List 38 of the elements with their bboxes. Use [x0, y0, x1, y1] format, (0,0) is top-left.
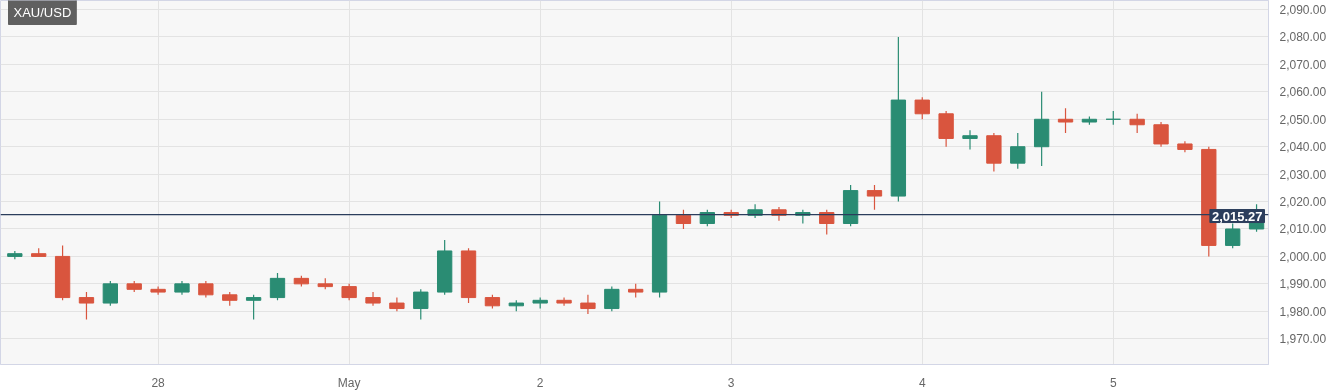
y-tick-label: 2,040.00: [1279, 140, 1327, 155]
chart-title: XAU/USD: [13, 4, 72, 20]
y-tick-label: 1,990.00: [1279, 277, 1327, 292]
candlestick: [1153, 121, 1169, 148]
x-tick-label: 5: [1109, 375, 1117, 390]
ref-line-label: 2,015.27: [1211, 208, 1263, 224]
candlestick: [604, 286, 620, 312]
candlestick: [914, 96, 930, 120]
y-tick-label: 2,080.00: [1279, 30, 1327, 45]
y-tick-label: 2,030.00: [1279, 167, 1327, 182]
y-tick-label: 2,020.00: [1279, 195, 1327, 210]
candlestick: [580, 294, 596, 315]
candlestick: [413, 288, 429, 321]
y-tick-label: 2,000.00: [1279, 249, 1327, 264]
candlestick: [78, 291, 95, 321]
candlestick: [866, 184, 883, 211]
y-tick-label: 2,010.00: [1279, 222, 1327, 237]
y-tick-label: 2,060.00: [1279, 85, 1327, 100]
candlestick: [819, 209, 835, 236]
candlestick: [1057, 107, 1074, 134]
y-tick-label: 2,050.00: [1279, 112, 1327, 127]
y-tick-label: 2,090.00: [1279, 3, 1327, 18]
x-tick-label: 3: [727, 375, 735, 390]
y-tick-label: 2,070.00: [1279, 57, 1327, 72]
x-tick-label: 2: [536, 375, 544, 390]
candlestick: [269, 272, 286, 301]
y-tick-label: 1,970.00: [1279, 332, 1327, 347]
x-tick-label: 28: [151, 375, 166, 390]
candlestick: [102, 280, 119, 307]
candlestick: [245, 294, 262, 321]
candlestick: [1225, 222, 1241, 249]
x-tick-label: 4: [918, 375, 926, 390]
y-tick-label: 1,980.00: [1279, 304, 1327, 319]
candlestick: [1129, 113, 1145, 134]
x-tick-label: May: [337, 375, 361, 390]
candlestick: [1010, 132, 1026, 170]
candlestick: [962, 129, 978, 151]
candlestick: [675, 209, 692, 230]
